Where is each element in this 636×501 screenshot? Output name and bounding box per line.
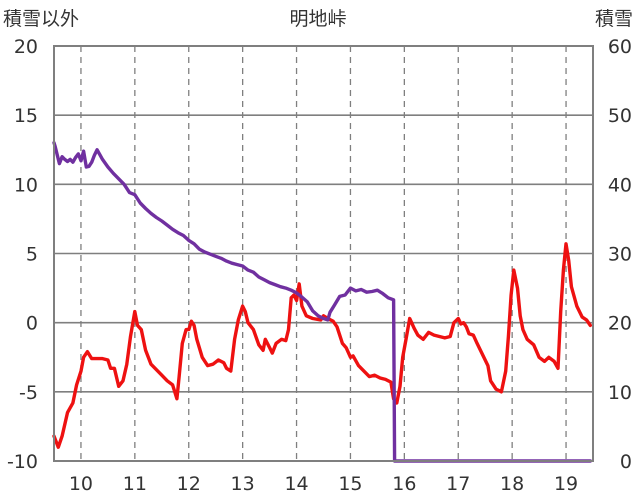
y-left-tick-label: -5 bbox=[19, 382, 38, 404]
grid-layer bbox=[54, 46, 593, 461]
y-left-tick-label: 5 bbox=[26, 244, 38, 266]
x-tick-label: 16 bbox=[392, 473, 416, 495]
series-line-other bbox=[52, 242, 592, 449]
y-left-tick-label: 15 bbox=[14, 105, 38, 127]
x-tick-label: 18 bbox=[500, 473, 524, 495]
y-left-tick-label: -10 bbox=[7, 451, 38, 473]
y-right-tick-label: 10 bbox=[608, 382, 632, 404]
x-tick-label: 15 bbox=[338, 473, 362, 495]
y-left-tick-label: 10 bbox=[14, 174, 38, 196]
x-tick-label: 11 bbox=[123, 473, 147, 495]
series-layer bbox=[52, 141, 592, 463]
y-right-tick-label: 50 bbox=[608, 105, 632, 127]
x-tick-label: 19 bbox=[554, 473, 578, 495]
x-tick-label: 17 bbox=[446, 473, 470, 495]
x-tick-label: 10 bbox=[69, 473, 93, 495]
y-right-tick-label: 30 bbox=[608, 244, 632, 266]
x-tick-label: 13 bbox=[231, 473, 255, 495]
plot-frame bbox=[53, 45, 594, 462]
left-axis-label: 積雪以外 bbox=[3, 8, 79, 30]
y-right-tick-label: 0 bbox=[620, 451, 632, 473]
chart-title: 明地峠 bbox=[289, 8, 346, 30]
right-axis-label: 積雪 bbox=[595, 8, 633, 30]
y-right-tick-label: 20 bbox=[608, 313, 632, 335]
series-line-snow-depth bbox=[52, 141, 592, 463]
y-left-tick-label: 20 bbox=[14, 36, 38, 58]
y-left-tick-label: 0 bbox=[26, 313, 38, 335]
y-right-tick-label: 40 bbox=[608, 174, 632, 196]
x-tick-label: 14 bbox=[284, 473, 308, 495]
y-right-tick-label: 60 bbox=[608, 36, 632, 58]
x-tick-label: 12 bbox=[177, 473, 201, 495]
